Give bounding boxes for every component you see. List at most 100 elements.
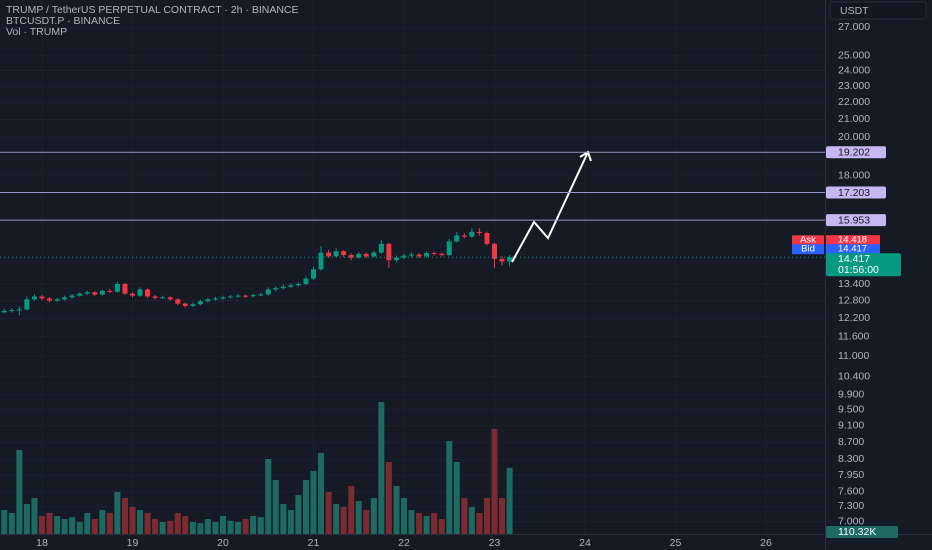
bid-value: 14.417 <box>838 244 867 255</box>
currency[interactable]: USDT <box>840 5 869 17</box>
candle-body <box>212 298 218 300</box>
volume-bar <box>408 510 415 534</box>
volume-bar <box>393 486 400 534</box>
volume-title: Vol · TRUMP <box>6 26 67 38</box>
candle-body <box>197 301 203 305</box>
volume-bar <box>219 516 226 534</box>
volume-bar <box>23 504 30 534</box>
price-line-box <box>826 214 886 227</box>
candle-body <box>228 296 234 298</box>
volume-bar <box>69 517 76 534</box>
candle-body <box>167 297 173 300</box>
candle-body <box>341 251 347 256</box>
y-tick-label: 18.000 <box>838 170 870 182</box>
candle-body <box>431 253 437 255</box>
candle-body <box>243 295 249 297</box>
volume-bar <box>121 498 128 534</box>
volume-bar <box>174 513 181 534</box>
candle-body <box>318 252 324 270</box>
volume-bar <box>91 519 98 534</box>
volume-bar <box>438 519 445 534</box>
y-tick-label: 10.400 <box>838 371 870 383</box>
y-tick-label: 11.000 <box>838 350 869 362</box>
candle-body <box>258 294 264 296</box>
candle-body <box>326 252 332 257</box>
volume-bar <box>38 516 45 534</box>
candle-body <box>386 243 392 261</box>
y-tick-label: 7.950 <box>838 469 864 481</box>
volume-bar <box>287 510 294 534</box>
x-tick-label: 23 <box>489 537 501 549</box>
volume-bar <box>137 510 144 534</box>
volume-bar <box>340 507 347 534</box>
candle-body <box>295 283 301 286</box>
x-tick-label: 19 <box>127 537 139 549</box>
candle-body <box>129 293 135 296</box>
candle-body <box>499 258 505 262</box>
ask-name-box <box>792 235 824 246</box>
last-price-box <box>826 253 901 277</box>
price-line-label: 19.202 <box>838 147 870 159</box>
candle-body <box>39 296 45 299</box>
volume-bar <box>302 480 309 534</box>
candle-body <box>175 299 181 304</box>
volume-bar <box>159 522 166 534</box>
volume-bar <box>76 522 83 534</box>
volume-bar <box>189 522 196 534</box>
volume-bar <box>1 510 8 534</box>
candle-body <box>265 289 271 295</box>
volume-bar <box>106 513 113 534</box>
x-tick-label: 21 <box>308 537 320 549</box>
candle-body <box>280 286 286 289</box>
volume-bar <box>400 498 407 534</box>
volume-bar <box>8 513 15 534</box>
y-tick-label: 23.000 <box>838 80 870 92</box>
volume-bar <box>235 522 242 534</box>
candle-body <box>69 295 75 298</box>
candle-body <box>378 243 384 253</box>
candle-body <box>160 297 166 299</box>
x-tick-label: 24 <box>579 537 591 549</box>
volume-bar <box>227 520 234 534</box>
candle-body <box>439 253 445 256</box>
x-tick-label: 20 <box>217 537 229 549</box>
volume-bar <box>99 510 106 534</box>
volume-bar <box>453 462 460 534</box>
y-tick-label: 9.500 <box>838 404 864 416</box>
volume-bar <box>333 504 340 534</box>
candle-body <box>393 257 399 261</box>
volume-bar <box>318 453 325 534</box>
x-tick-label: 25 <box>670 537 682 549</box>
volume-bar <box>61 519 68 534</box>
candle-body <box>348 255 354 258</box>
volume-label: 110.32K <box>838 526 876 538</box>
candle-body <box>24 299 30 310</box>
volume-bar <box>250 516 257 534</box>
candle-body <box>92 292 98 295</box>
volume-label-box <box>826 526 898 538</box>
candle-body <box>273 288 279 290</box>
ask-name: Ask <box>800 235 816 246</box>
volume-bar <box>114 492 121 534</box>
candle-body <box>424 253 430 257</box>
candle-body <box>190 304 196 306</box>
candle-body <box>363 253 369 257</box>
price-line-label: 17.203 <box>838 187 870 199</box>
volume-bar <box>378 402 385 534</box>
y-tick-label: 8.700 <box>838 436 864 448</box>
currency-box[interactable] <box>829 1 927 20</box>
volume-bar <box>272 480 279 534</box>
volume-bar <box>257 517 264 534</box>
candle-body <box>1 310 7 313</box>
y-tick-label: 7.600 <box>838 485 864 497</box>
candle-body <box>484 233 490 244</box>
volume-bar <box>348 486 355 534</box>
y-tick-label: 11.600 <box>838 331 869 343</box>
candle-body <box>371 252 377 257</box>
y-tick-label: 22.000 <box>838 96 870 108</box>
y-tick-label: 20.000 <box>838 131 870 143</box>
volume-bar <box>491 429 498 534</box>
candle-body <box>416 254 422 257</box>
ask-value-box <box>826 235 880 246</box>
